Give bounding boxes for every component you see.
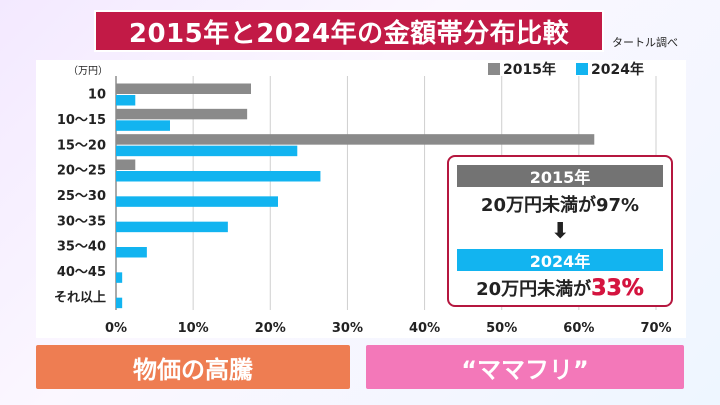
summary-line-2024: 20万円未満が33% [449, 275, 671, 302]
category-label: 15～20 [57, 138, 106, 153]
price-rise-button[interactable]: 物価の高騰 [36, 345, 350, 389]
summary-box: 2015年 20万円未満が97% ⬇ 2024年 20万円未満が33% [447, 155, 673, 307]
down-arrow-icon: ⬇ [551, 219, 570, 244]
bar-2024 [116, 221, 228, 233]
bar-2024 [116, 171, 321, 182]
category-label: 10～15 [57, 113, 106, 128]
chart-panel: 0% 10% 20% 30% 40% 50% 60% 70% （万円） 10 10～15 15～20 2… [36, 60, 686, 338]
x-tick-label: 60% [563, 321, 594, 336]
summary-year-2015: 2015年 [457, 165, 663, 187]
bar-2015 [116, 159, 136, 170]
legend-label: 2024年 [591, 61, 644, 78]
x-tick-label: 50% [486, 321, 517, 336]
x-tick-label: 0% [105, 321, 127, 336]
summary-year-2024: 2024年 [457, 249, 663, 271]
x-tick-label: 10% [178, 321, 209, 336]
bar-2015 [116, 108, 248, 120]
bar-2015 [116, 134, 595, 145]
category-label: 40～45 [57, 265, 106, 280]
legend-label: 2015年 [503, 61, 556, 78]
bar-2024 [116, 247, 147, 258]
summary-line-2024-text: 20万円未満が [476, 279, 592, 300]
bar-2024 [116, 145, 298, 157]
legend-swatch [488, 63, 500, 75]
legend-swatch [576, 63, 588, 75]
category-label: 35～40 [57, 240, 106, 255]
bar-2024 [116, 297, 123, 309]
summary-highlight-value: 33% [591, 276, 644, 302]
summary-line-2015: 20万円未満が97% [480, 195, 640, 216]
chart-title: 2015年と2024年の金額帯分布比較 [94, 10, 604, 52]
bar-2024 [116, 120, 170, 131]
category-label: 30～35 [57, 214, 106, 229]
x-tick-label: 70% [640, 321, 671, 336]
unit-label: （万円） [68, 65, 108, 77]
source-note: タートル調べ [612, 36, 678, 49]
mamafuri-button[interactable]: “ママフリ” [366, 345, 684, 389]
x-tick-label: 30% [332, 321, 363, 336]
bar-2024 [116, 272, 123, 283]
x-tick-label: 20% [255, 321, 286, 336]
x-tick-label: 40% [409, 321, 440, 336]
category-label: 25～30 [57, 189, 106, 204]
category-label: 20～25 [57, 164, 106, 179]
bar-2024 [116, 95, 136, 106]
bar-chart: 0% 10% 20% 30% 40% 50% 60% 70% （万円） 10 10～15 15～20 2… [54, 61, 672, 336]
bar-2015 [116, 83, 251, 94]
category-label: 10 [88, 88, 106, 103]
category-label: それ以上 [54, 290, 106, 305]
bar-2024 [116, 196, 278, 207]
